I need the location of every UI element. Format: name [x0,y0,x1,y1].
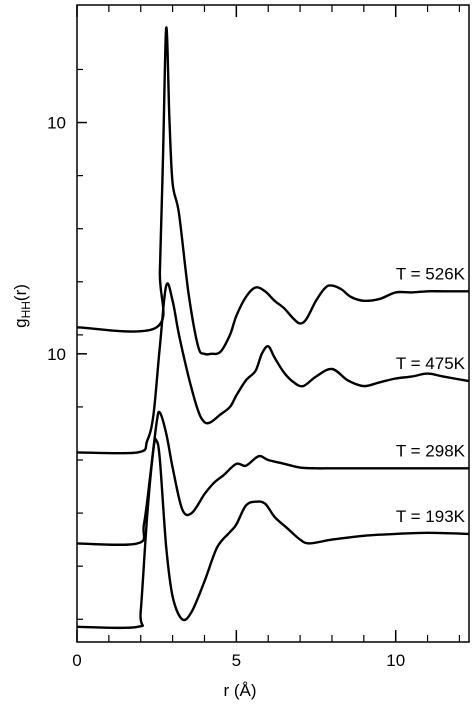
curve-series-0 [76,26,469,356]
curve-label-3: T = 193K [396,507,466,526]
curve-label-0: T = 526K [396,264,466,283]
y-axis-title-base: g [11,318,30,327]
y-axis-title-suffix: (r) [11,284,30,301]
x-axis-title: r (Å) [223,681,256,700]
y-axis-title: gHH(r) [11,284,33,328]
curve-label-2: T = 298K [396,441,466,460]
x-tick-label: 0 [72,651,81,670]
plot-frame [76,4,470,643]
y-tick-label: 10 [47,114,66,133]
curve-series-3 [76,438,470,630]
curve-series-1 [76,282,470,455]
x-tick-label: 5 [232,651,241,670]
curve-label-1: T = 475K [396,354,466,373]
curves [76,26,470,630]
labels: T = 526K T = 475K T = 298K T = 193K [396,264,466,526]
x-tick-label: 10 [386,651,405,670]
curve-series-2 [76,410,469,547]
axis-ticks: 0 5 10 10 10 [47,5,461,670]
y-axis-title-sub: HH [19,301,33,318]
axes-frame [76,4,470,643]
y-tick-label: 10 [47,345,66,364]
